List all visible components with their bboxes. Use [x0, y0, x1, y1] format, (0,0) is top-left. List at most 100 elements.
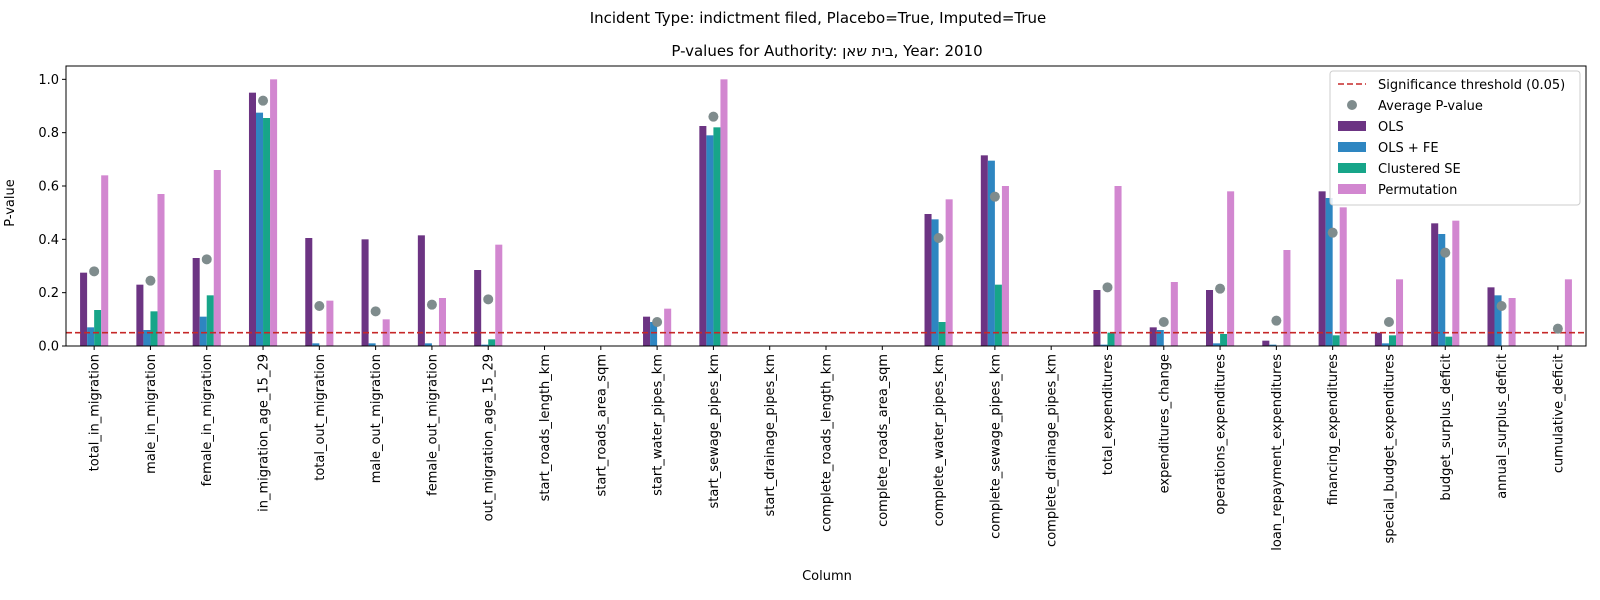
average-point-complete-sewage-pipes-km — [989, 191, 1000, 202]
bar-ols-start-water-pipes-km — [643, 316, 651, 346]
bar-permutation-total-in-migration — [101, 175, 109, 346]
bar-ols-male-in-migration — [136, 284, 144, 346]
x-tick-label: annual_surplus_deficit — [1495, 354, 1510, 499]
x-tick-label: in_migration_age_15_29 — [257, 354, 272, 512]
legend-label-ols-fe: OLS + FE — [1378, 141, 1439, 156]
bar-ols-loan-repayment-expenditures — [1262, 340, 1270, 346]
x-tick-label: complete_roads_area_sqm — [876, 354, 891, 527]
bar-permutation-total-out-migration — [326, 300, 334, 346]
chart-suptitle: Incident Type: indictment filed, Placebo… — [590, 9, 1047, 27]
average-point-total-out-migration — [314, 301, 325, 311]
average-point-out-migration-age-15-29 — [483, 294, 494, 305]
bar-clustered-se-special-budget-expenditures — [1388, 335, 1396, 346]
bar-permutation-female-in-migration — [213, 170, 221, 346]
bar-ols-operations-expenditures — [1206, 290, 1214, 346]
average-point-total-expenditures — [1102, 282, 1113, 293]
average-point-male-in-migration — [145, 275, 156, 286]
legend-swatch-ols-fe — [1338, 142, 1366, 152]
average-point-expenditures-change — [1158, 317, 1169, 327]
x-tick-label: female_out_migration — [425, 354, 440, 496]
x-tick-label: start_water_pipes_km — [651, 354, 666, 496]
bar-ols-fe-loan-repayment-expenditures — [1269, 344, 1277, 346]
x-tick-label: out_migration_age_15_29 — [482, 354, 497, 521]
x-tick-label: special_budget_expenditures — [1382, 354, 1397, 544]
bar-ols-fe-annual-surplus-deficit — [1494, 295, 1502, 346]
x-axis-title: Column — [802, 569, 852, 584]
bar-ols-in-migration-age-15-29 — [248, 92, 256, 347]
average-point-special-budget-expenditures — [1383, 317, 1394, 327]
bar-ols-fe-total-in-migration — [87, 327, 95, 346]
bar-ols-fe-male-in-migration — [143, 330, 151, 346]
x-tick-label: total_out_migration — [313, 354, 328, 481]
y-tick-label: 0.0 — [38, 340, 59, 355]
x-tick-label: complete_roads_length_km — [820, 354, 835, 532]
bar-permutation-start-water-pipes-km — [664, 308, 672, 346]
bar-clustered-se-out-migration-age-15-29 — [488, 339, 496, 346]
bar-ols-start-sewage-pipes-km — [699, 126, 707, 346]
legend-label-ols: OLS — [1378, 120, 1404, 135]
bar-clustered-se-financing-expenditures — [1332, 335, 1340, 346]
bar-ols-male-out-migration — [361, 239, 369, 346]
y-tick-label: 0.8 — [38, 126, 59, 141]
bar-permutation-male-in-migration — [157, 194, 165, 346]
bar-ols-fe-female-in-migration — [199, 316, 207, 346]
x-tick-label: male_in_migration — [144, 354, 159, 474]
x-tick-label: operations_expenditures — [1214, 354, 1229, 515]
bar-clustered-se-operations-expenditures — [1220, 334, 1228, 346]
bar-ols-fe-in-migration-age-15-29 — [256, 112, 264, 347]
bar-ols-annual-surplus-deficit — [1487, 287, 1495, 346]
x-tick-label: complete_water_pipes_km — [932, 354, 947, 526]
bar-ols-female-in-migration — [192, 258, 200, 346]
bar-ols-fe-financing-expenditures — [1325, 198, 1333, 346]
legend: Significance threshold (0.05) Average P-v… — [1329, 70, 1581, 206]
legend-label-clustered-se: Clustered SE — [1378, 162, 1461, 177]
legend-label-average: Average P-value — [1378, 99, 1483, 114]
bar-clustered-se-start-sewage-pipes-km — [713, 127, 721, 346]
bar-clustered-se-total-in-migration — [94, 310, 102, 346]
bar-ols-fe-operations-expenditures — [1213, 343, 1221, 346]
legend-label-permutation: Permutation — [1378, 183, 1457, 198]
average-point-female-in-migration — [201, 254, 212, 265]
average-point-female-out-migration — [426, 299, 437, 310]
x-tick-label: loan_repayment_expenditures — [1270, 354, 1285, 551]
y-tick-label: 0.6 — [38, 180, 59, 195]
bar-ols-total-out-migration — [305, 238, 313, 346]
bar-permutation-annual-surplus-deficit — [1508, 298, 1516, 346]
bar-permutation-in-migration-age-15-29 — [270, 79, 278, 346]
bar-ols-financing-expenditures — [1318, 191, 1326, 346]
x-tick-label: start_roads_length_km — [538, 354, 553, 501]
bar-permutation-start-sewage-pipes-km — [720, 79, 728, 346]
average-point-male-out-migration — [370, 306, 381, 317]
x-tick-label: complete_drainage_pipes_km — [1045, 354, 1060, 547]
chart-title: P-values for Authority: בית שאן, Year: 2… — [671, 42, 982, 60]
bar-ols-complete-water-pipes-km — [924, 214, 932, 346]
legend-box — [1329, 70, 1581, 206]
bar-permutation-financing-expenditures — [1339, 207, 1347, 346]
bar-ols-total-in-migration — [80, 272, 88, 346]
x-tick-label: expenditures_change — [1157, 354, 1172, 493]
bar-permutation-expenditures-change — [1170, 282, 1178, 346]
average-point-financing-expenditures — [1327, 227, 1338, 238]
bar-clustered-se-budget-surplus-deficit — [1445, 336, 1453, 346]
bar-permutation-female-out-migration — [438, 298, 446, 346]
x-tick-label: budget_surplus_deficit — [1439, 354, 1454, 501]
x-tick-label: start_roads_area_sqm — [594, 354, 609, 496]
x-tick-label: female_in_migration — [200, 354, 215, 486]
bar-ols-fe-budget-surplus-deficit — [1438, 234, 1446, 346]
bar-ols-expenditures-change — [1149, 327, 1157, 346]
x-tick-label: start_sewage_pipes_km — [707, 354, 722, 508]
legend-swatch-average — [1347, 100, 1357, 110]
bar-ols-fe-total-out-migration — [312, 343, 320, 346]
bar-ols-fe-start-water-pipes-km — [650, 322, 658, 346]
legend-swatch-ols — [1338, 121, 1366, 131]
x-tick-label: complete_sewage_pipes_km — [988, 354, 1003, 539]
bar-ols-out-migration-age-15-29 — [474, 270, 482, 346]
bar-permutation-total-expenditures — [1114, 186, 1122, 346]
bar-ols-budget-surplus-deficit — [1431, 223, 1439, 346]
y-axis-title: P-value — [3, 179, 18, 226]
bar-ols-fe-total-expenditures — [1100, 344, 1108, 346]
bar-clustered-se-complete-water-pipes-km — [938, 322, 946, 346]
average-point-start-water-pipes-km — [652, 317, 663, 327]
bar-ols-fe-out-migration-age-15-29 — [481, 344, 489, 346]
